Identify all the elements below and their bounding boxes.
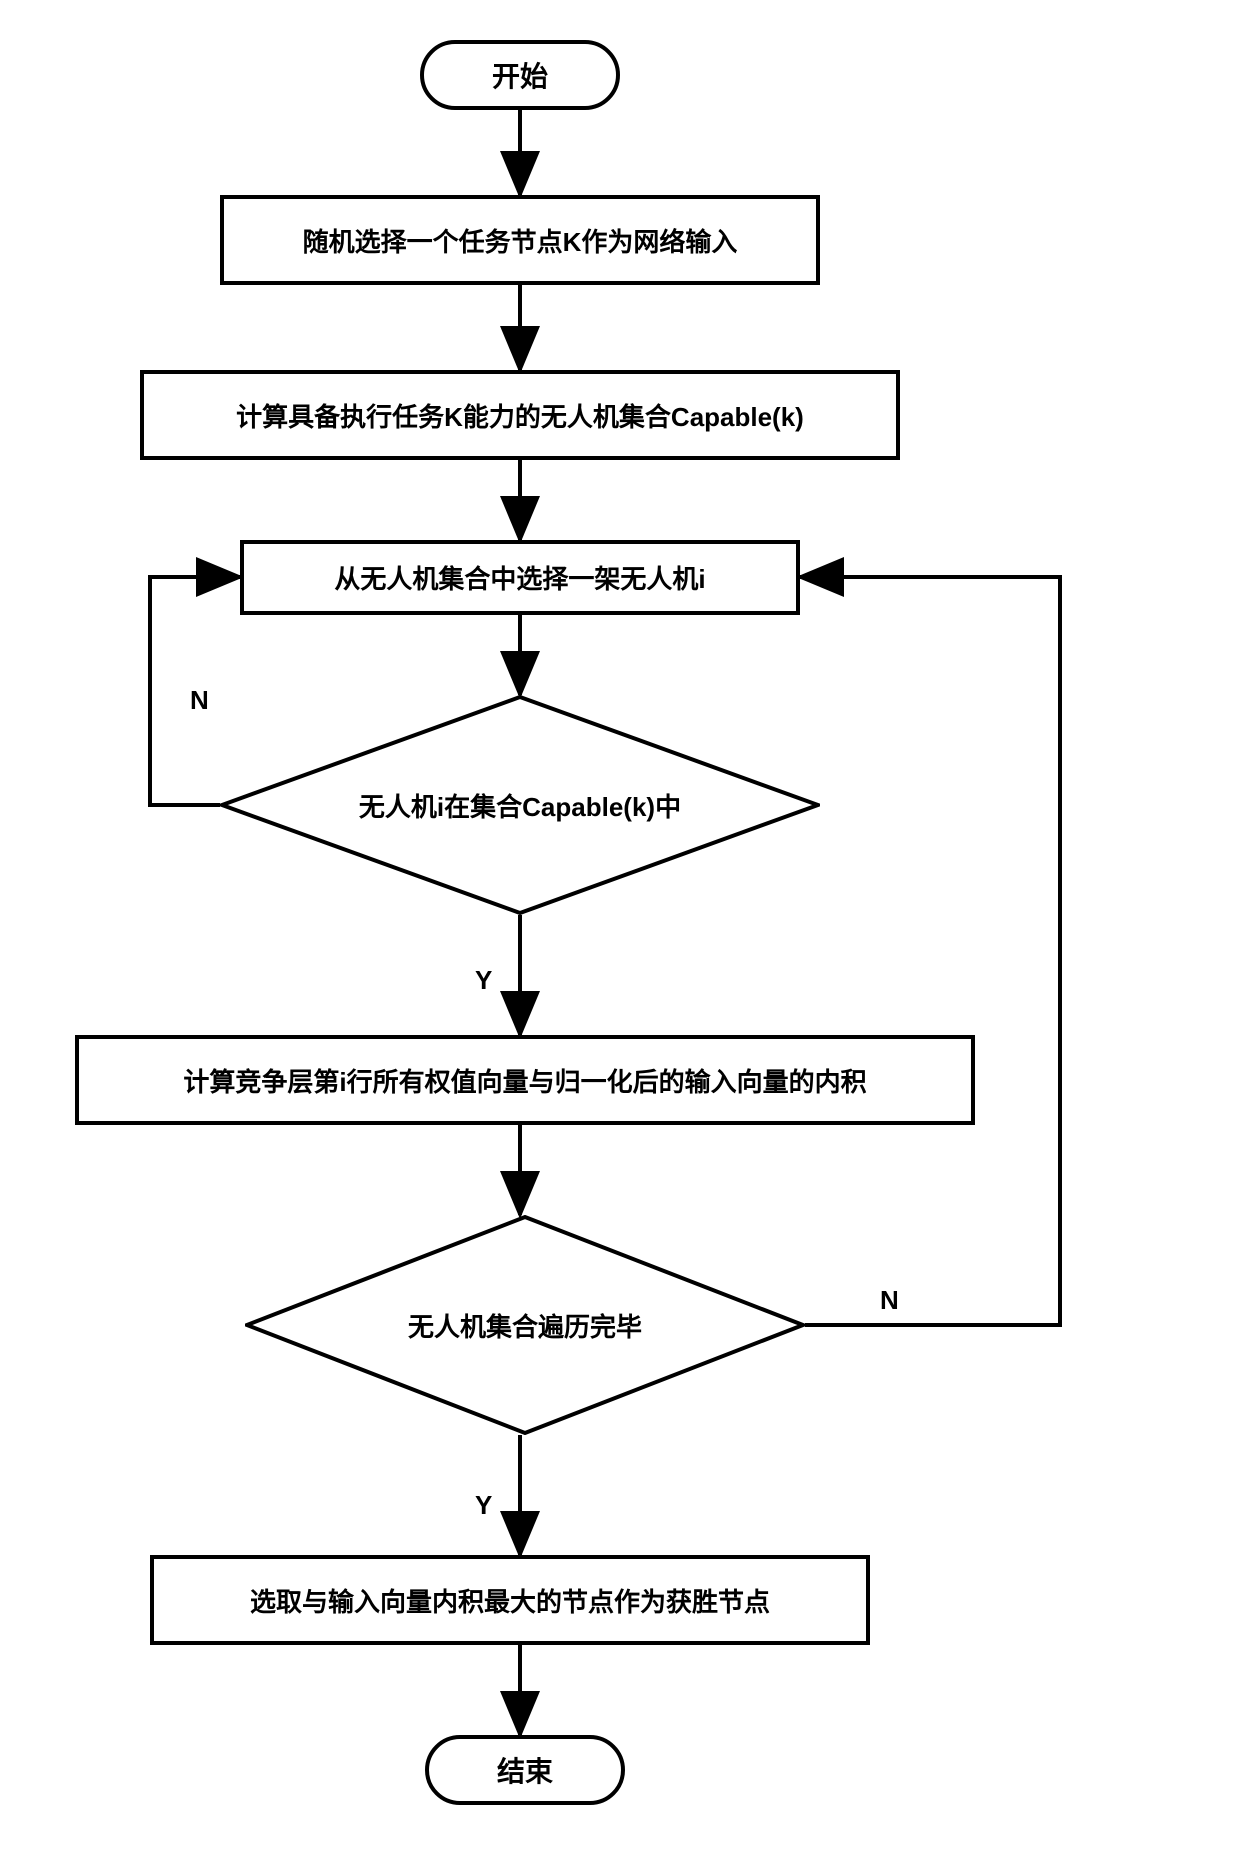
start-node: 开始 (420, 40, 620, 110)
process-select-task-label: 随机选择一个任务节点K作为网络输入 (303, 222, 738, 259)
process-select-uav: 从无人机集合中选择一架无人机i (240, 540, 800, 615)
label-decision2-yes: Y (475, 1490, 492, 1521)
process-compute-inner-product-label: 计算竞争层第i行所有权值向量与归一化后的输入向量的内积 (183, 1062, 866, 1099)
process-compute-capable-label: 计算具备执行任务K能力的无人机集合Capable(k) (236, 397, 804, 434)
decision-traversal-complete: 无人机集合遍历完毕 (245, 1215, 805, 1435)
end-label: 结束 (497, 1750, 553, 1790)
label-decision1-no: N (190, 685, 209, 716)
process-select-uav-label: 从无人机集合中选择一架无人机i (334, 559, 705, 596)
edge-decision2-no-loop (800, 577, 1060, 1325)
process-compute-capable: 计算具备执行任务K能力的无人机集合Capable(k) (140, 370, 900, 460)
decision-uav-in-capable: 无人机i在集合Capable(k)中 (220, 695, 820, 915)
start-label: 开始 (492, 55, 548, 95)
process-select-winner-label: 选取与输入向量内积最大的节点作为获胜节点 (250, 1582, 770, 1619)
label-decision1-yes: Y (475, 965, 492, 996)
process-select-winner: 选取与输入向量内积最大的节点作为获胜节点 (150, 1555, 870, 1645)
label-decision2-no: N (880, 1285, 899, 1316)
flowchart-container: 开始 随机选择一个任务节点K作为网络输入 计算具备执行任务K能力的无人机集合Ca… (0, 0, 1240, 1873)
decision-uav-in-capable-label: 无人机i在集合Capable(k)中 (359, 787, 681, 824)
end-node: 结束 (425, 1735, 625, 1805)
decision-traversal-complete-label: 无人机集合遍历完毕 (408, 1307, 642, 1344)
process-compute-inner-product: 计算竞争层第i行所有权值向量与归一化后的输入向量的内积 (75, 1035, 975, 1125)
process-select-task: 随机选择一个任务节点K作为网络输入 (220, 195, 820, 285)
